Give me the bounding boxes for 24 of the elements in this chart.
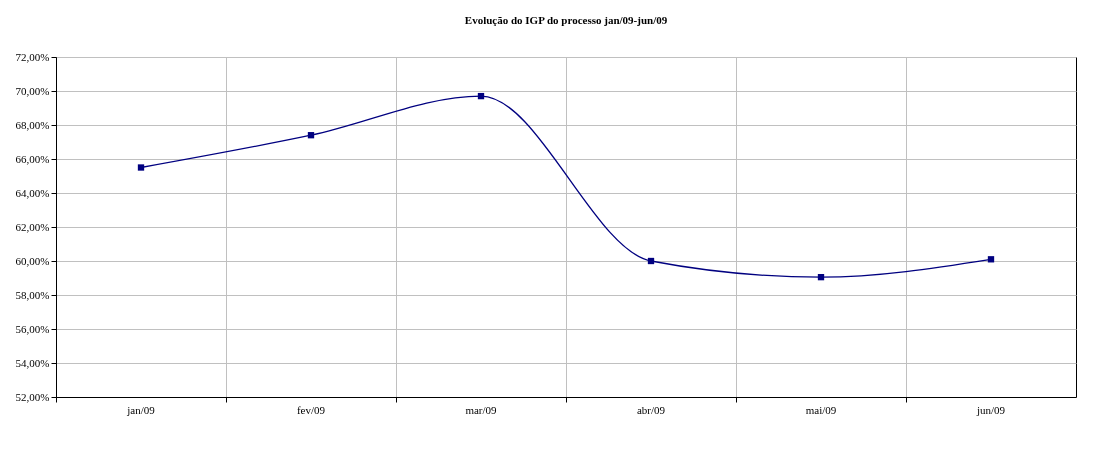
y-tick-label: 60,00% [15,254,50,267]
y-tick-label: 66,00% [15,152,50,165]
x-tick-label: fev/09 [296,403,326,416]
x-tick-label: jun/09 [975,403,1006,416]
point [817,273,825,281]
point [647,257,655,265]
y-tick-label: 52,00% [15,390,50,403]
y-tick-label: 56,00% [15,322,50,335]
y-tick-label: 68,00% [15,118,50,131]
y-tick-label: 72,00% [15,50,50,63]
point [307,132,315,139]
point [477,92,485,100]
y-tick-label: 58,00% [15,288,50,301]
x-tick-label: mai/09 [805,403,837,416]
y-tick-label: 54,00% [15,356,50,369]
y-tick-label: 70,00% [15,84,50,97]
chart-title: Evolução do IGP do processo jan/09-jun/09 [464,14,668,26]
x-tick-label: abr/09 [636,403,666,416]
point [137,164,145,171]
x-tick-label: mar/09 [465,403,498,416]
point [987,256,995,263]
x-tick-label: jan/09 [126,403,156,416]
y-tick-label: 62,00% [15,220,50,233]
y-tick-label: 64,00% [15,186,50,199]
